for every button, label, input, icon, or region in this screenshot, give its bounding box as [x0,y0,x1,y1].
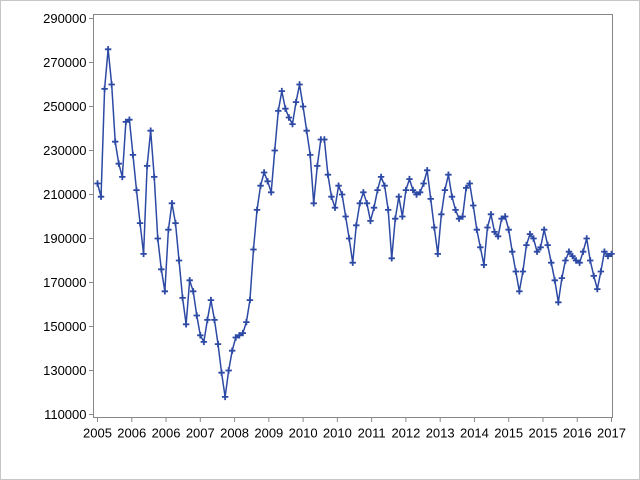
y-tick-label: 130000 [43,363,86,378]
y-tick-label: 250000 [43,99,86,114]
x-tick-label: 2015 [529,426,558,441]
x-tick-label: 2008 [220,426,249,441]
x-tick-label: 2014 [460,426,489,441]
x-tick-label: 2009 [254,426,283,441]
y-axis-labels: 290000 270000 250000 230000 210000 190000 1700… [43,11,86,422]
y-tick-label: 230000 [43,143,86,158]
data-line [96,48,612,398]
x-tick-label: 2007 [186,426,215,441]
y-tick-label: 190000 [43,231,86,246]
x-axis-ticks [97,417,612,422]
y-tick-label: 270000 [43,55,86,70]
plot-frame [93,14,613,418]
y-axis-ticks [89,18,94,415]
y-tick-label: 290000 [43,11,86,26]
y-tick-label: 110000 [44,407,86,422]
x-tick-label: 2006 [117,426,146,441]
x-tick-label: 2013 [426,426,455,441]
x-tick-label: 2012 [391,426,420,441]
x-tick-label: 2010 [323,426,352,441]
x-tick-label: 2006 [152,426,181,441]
y-tick-label: 170000 [43,275,86,290]
x-tick-label: 2016 [563,426,592,441]
data-markers [94,46,615,401]
x-tick-label: 2005 [83,426,112,441]
y-tick-label: 150000 [43,319,86,334]
x-tick-label: 2011 [358,426,386,441]
x-axis-labels: 2005 2006 2006 2007 2008 2009 2010 2010 2011 2012… [83,426,626,441]
x-tick-label: 2017 [597,426,626,441]
y-tick-label: 210000 [43,187,86,202]
x-tick-label: 2015 [494,426,523,441]
x-tick-label: 2010 [289,426,318,441]
